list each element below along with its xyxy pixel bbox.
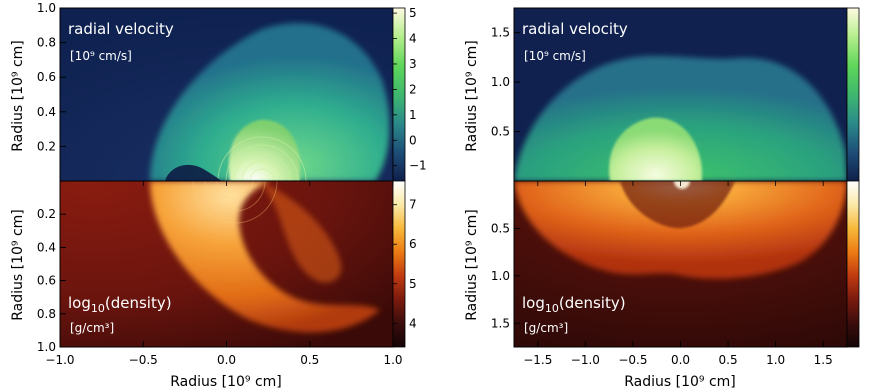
colorbar-tick-label: 4	[409, 316, 417, 330]
y-tick-label: 0.2	[37, 207, 56, 221]
right-density-unit: [g/cm³]	[524, 321, 568, 335]
left-density-label: log10(density)	[68, 294, 172, 315]
left-velocity-label: radial velocity	[68, 20, 174, 38]
left-density-unit: [g/cm³]	[70, 321, 114, 335]
x-tick-label: 0.5	[300, 353, 319, 367]
x-tick-label: 0.0	[671, 353, 690, 367]
right-velocity-label: radial velocity	[522, 20, 628, 38]
right-density-field	[514, 181, 847, 347]
left-velocity-unit: [10⁹ cm/s]	[70, 49, 132, 63]
y-tick-label: 1.0	[37, 340, 56, 354]
right-x-axis-title: Radius [10⁹ cm]	[624, 374, 736, 390]
right-velocity-field	[514, 8, 847, 181]
colorbar-tick-label: 4	[409, 32, 417, 46]
colorbar-tick-label: 7	[409, 198, 417, 212]
x-tick-label: −1.0	[45, 353, 74, 367]
colorbar-tick-label: 3	[409, 57, 417, 71]
y-tick-label: 0.8	[37, 36, 56, 50]
colorbar-tick-label: 5	[409, 277, 417, 291]
x-tick-label: 1.0	[766, 353, 785, 367]
left-velocity-colorbar	[392, 7, 406, 182]
y-tick-label: 0.4	[37, 240, 56, 254]
y-tick-label: 0.4	[37, 105, 56, 119]
left-density-colorbar	[392, 180, 406, 348]
y-tick-label: 1.5	[491, 26, 510, 40]
x-tick-label: 0.5	[719, 353, 738, 367]
y-tick-label: 1.0	[491, 75, 510, 89]
y-tick-label: 1.0	[491, 269, 510, 283]
right-top-y-axis-title: Radius [10⁹ cm]	[464, 40, 480, 152]
y-tick-label: 0.5	[491, 125, 510, 139]
y-tick-label: 1.5	[491, 316, 510, 330]
right-density-label: log10(density)	[522, 294, 626, 315]
left-x-axis-title: Radius [10⁹ cm]	[170, 374, 282, 390]
left-velocity-field	[60, 8, 393, 181]
y-tick-label: 0.6	[37, 70, 56, 84]
x-tick-label: 1.0	[383, 353, 402, 367]
left-bottom-y-axis-title: Radius [10⁹ cm]	[10, 209, 26, 321]
colorbar-tick-label: 1	[409, 108, 417, 122]
left-top-y-axis-title: Radius [10⁹ cm]	[10, 40, 26, 152]
y-tick-label: 0.5	[491, 221, 510, 235]
colorbar-tick-label: 6	[409, 237, 417, 251]
colorbar-tick-label: −1	[409, 159, 427, 173]
y-tick-label: 1.0	[37, 1, 56, 15]
y-tick-label: 0.6	[37, 274, 56, 288]
left-density-field	[60, 181, 393, 347]
right-bottom-y-axis-title: Radius [10⁹ cm]	[464, 209, 480, 321]
right-velocity-unit: [10⁹ cm/s]	[524, 49, 586, 63]
x-tick-label: −0.5	[618, 353, 647, 367]
colorbar-tick-label: 0	[409, 133, 417, 147]
y-tick-label: 0.8	[37, 307, 56, 321]
right-velocity-colorbar	[846, 7, 860, 182]
colorbar-tick-label: 5	[409, 6, 417, 20]
x-tick-label: 1.5	[814, 353, 833, 367]
right-density-colorbar	[846, 180, 860, 348]
colorbar-tick-label: 2	[409, 82, 417, 96]
y-tick-label: 0.2	[37, 139, 56, 153]
x-tick-label: −0.5	[129, 353, 158, 367]
x-tick-label: −1.0	[571, 353, 600, 367]
x-tick-label: −1.5	[523, 353, 552, 367]
x-tick-label: 0.0	[217, 353, 236, 367]
